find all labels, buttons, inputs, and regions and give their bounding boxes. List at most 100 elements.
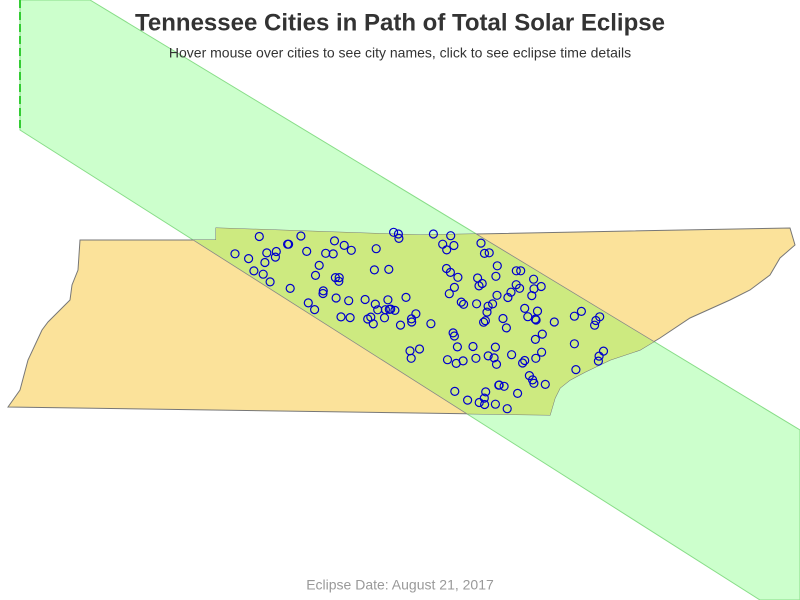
- city-marker[interactable]: [536, 347, 547, 357]
- city-marker[interactable]: [530, 334, 541, 344]
- city-marker[interactable]: [483, 301, 493, 311]
- city-marker[interactable]: [339, 240, 349, 250]
- city-marker[interactable]: [523, 312, 533, 322]
- city-marker[interactable]: [442, 355, 453, 365]
- city-marker[interactable]: [480, 316, 490, 326]
- city-marker[interactable]: [591, 315, 601, 326]
- city-marker[interactable]: [492, 290, 502, 300]
- city-marker[interactable]: [244, 254, 254, 264]
- city-marker[interactable]: [520, 303, 530, 313]
- city-marker[interactable]: [456, 297, 466, 307]
- city-marker[interactable]: [473, 273, 483, 283]
- city-marker[interactable]: [488, 299, 498, 309]
- city-marker[interactable]: [249, 266, 259, 276]
- city-marker[interactable]: [330, 273, 340, 283]
- city-marker[interactable]: [471, 353, 481, 363]
- city-marker[interactable]: [383, 295, 393, 305]
- city-marker[interactable]: [502, 404, 512, 414]
- city-marker[interactable]: [449, 282, 459, 292]
- city-marker[interactable]: [514, 283, 525, 293]
- city-marker[interactable]: [369, 265, 379, 275]
- city-marker[interactable]: [527, 291, 537, 301]
- city-marker[interactable]: [345, 313, 355, 323]
- city-marker[interactable]: [449, 240, 459, 251]
- city-marker[interactable]: [540, 379, 550, 389]
- city-marker[interactable]: [265, 277, 275, 287]
- city-marker[interactable]: [334, 273, 344, 283]
- city-marker[interactable]: [318, 288, 328, 299]
- city-marker[interactable]: [310, 305, 320, 315]
- city-marker[interactable]: [360, 294, 370, 305]
- city-marker[interactable]: [303, 298, 313, 308]
- city-marker[interactable]: [512, 388, 523, 398]
- city-marker[interactable]: [329, 236, 340, 246]
- city-marker[interactable]: [446, 231, 456, 241]
- city-marker[interactable]: [442, 245, 452, 255]
- city-marker[interactable]: [479, 248, 490, 258]
- city-marker[interactable]: [426, 319, 436, 329]
- city-marker[interactable]: [373, 305, 383, 315]
- city-marker[interactable]: [481, 387, 491, 397]
- city-marker[interactable]: [506, 287, 516, 297]
- city-marker[interactable]: [468, 341, 478, 352]
- city-marker[interactable]: [444, 289, 454, 299]
- city-marker[interactable]: [310, 270, 321, 280]
- city-marker[interactable]: [517, 358, 528, 368]
- city-marker[interactable]: [366, 312, 376, 322]
- city-marker[interactable]: [379, 313, 390, 323]
- city-marker[interactable]: [344, 296, 354, 306]
- city-marker[interactable]: [511, 266, 521, 276]
- city-marker[interactable]: [258, 269, 268, 279]
- city-marker[interactable]: [459, 299, 469, 309]
- city-marker[interactable]: [331, 293, 341, 303]
- city-marker[interactable]: [336, 312, 346, 322]
- city-marker[interactable]: [346, 245, 356, 255]
- city-marker[interactable]: [371, 244, 381, 254]
- city-marker[interactable]: [452, 342, 462, 352]
- city-marker[interactable]: [549, 317, 559, 327]
- city-marker[interactable]: [589, 320, 600, 330]
- city-marker[interactable]: [449, 331, 459, 341]
- city-marker[interactable]: [492, 261, 502, 271]
- city-marker[interactable]: [490, 399, 500, 409]
- city-marker[interactable]: [479, 393, 489, 403]
- city-marker[interactable]: [524, 371, 535, 381]
- city-marker[interactable]: [405, 346, 415, 356]
- city-marker[interactable]: [285, 283, 295, 293]
- city-marker[interactable]: [453, 272, 463, 282]
- city-marker[interactable]: [532, 306, 543, 316]
- city-marker[interactable]: [271, 246, 281, 257]
- city-marker[interactable]: [428, 229, 438, 239]
- city-marker[interactable]: [450, 386, 460, 396]
- city-marker[interactable]: [296, 231, 306, 241]
- city-marker[interactable]: [491, 271, 501, 281]
- city-marker[interactable]: [529, 284, 539, 294]
- city-marker[interactable]: [230, 249, 240, 259]
- city-marker[interactable]: [483, 351, 493, 361]
- city-marker[interactable]: [520, 355, 530, 366]
- city-marker[interactable]: [537, 329, 547, 339]
- city-marker[interactable]: [498, 313, 508, 324]
- city-marker[interactable]: [489, 353, 499, 363]
- city-marker[interactable]: [571, 365, 581, 375]
- city-marker[interactable]: [283, 239, 293, 249]
- city-marker[interactable]: [529, 378, 539, 388]
- city-marker[interactable]: [479, 317, 489, 327]
- city-marker[interactable]: [576, 306, 587, 316]
- city-marker[interactable]: [262, 248, 272, 258]
- city-marker[interactable]: [472, 299, 482, 309]
- city-marker[interactable]: [384, 264, 394, 274]
- city-marker[interactable]: [507, 350, 517, 360]
- city-marker[interactable]: [569, 311, 580, 321]
- city-marker[interactable]: [389, 227, 399, 237]
- city-marker[interactable]: [463, 395, 473, 405]
- city-marker[interactable]: [490, 342, 500, 352]
- city-marker[interactable]: [477, 278, 487, 289]
- city-marker[interactable]: [531, 315, 541, 325]
- city-marker[interactable]: [395, 320, 406, 330]
- city-marker[interactable]: [328, 249, 338, 259]
- city-marker[interactable]: [528, 274, 539, 284]
- city-marker[interactable]: [494, 380, 504, 390]
- city-marker[interactable]: [370, 299, 380, 309]
- city-marker[interactable]: [260, 257, 270, 268]
